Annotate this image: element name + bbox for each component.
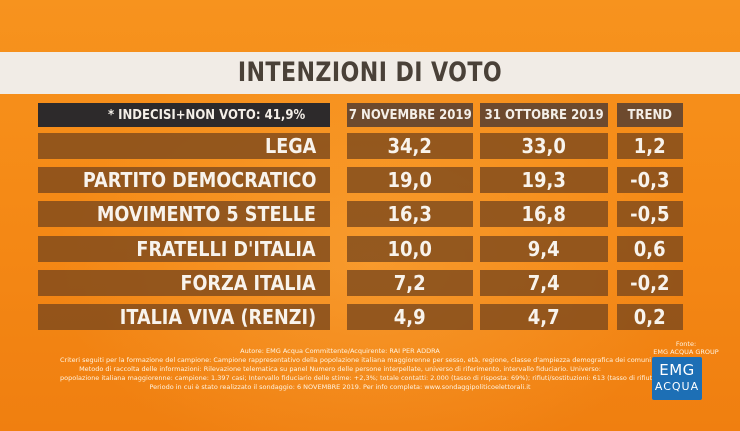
- value-trend-text: 1,2: [634, 134, 666, 158]
- footer-line: Criteri seguiti per la formazione del ca…: [60, 356, 652, 364]
- value-trend: 0,2: [617, 304, 683, 330]
- value-trend-text: -0,2: [630, 271, 670, 295]
- value-trend-text: 0,2: [634, 305, 666, 329]
- value-oct-31: 4,7: [480, 304, 608, 330]
- title-band: [0, 52, 740, 94]
- value-oct-31: 16,8: [480, 201, 608, 227]
- value-trend: -0,3: [617, 167, 683, 193]
- value-oct-31: 7,4: [480, 270, 608, 296]
- party-name-text: MOVIMENTO 5 STELLE: [96, 202, 316, 226]
- value-trend-text: 0,6: [634, 237, 666, 261]
- value-oct-31-text: 9,4: [528, 237, 560, 261]
- value-nov-7-text: 10,0: [387, 237, 433, 261]
- page-title: INTENZIONI DI VOTO: [237, 57, 503, 88]
- value-oct-31: 19,3: [480, 167, 608, 193]
- value-nov-7-text: 4,9: [394, 305, 426, 329]
- value-oct-31-text: 19,3: [521, 168, 567, 192]
- value-nov-7-text: 34,2: [387, 134, 433, 158]
- emg-acqua-logo: EMG ACQUA: [652, 357, 702, 400]
- column-header-2: 31 OTTOBRE 2019: [480, 103, 608, 127]
- party-name-text: ITALIA VIVA (RENZI): [119, 305, 316, 329]
- value-trend: -0,5: [617, 201, 683, 227]
- value-oct-31: 9,4: [480, 236, 608, 262]
- value-oct-31-text: 4,7: [528, 305, 560, 329]
- value-nov-7-text: 7,2: [394, 271, 426, 295]
- footer-line: Autore: EMG Acqua Committente/Acquirente…: [240, 347, 440, 355]
- column-header-1: 7 NOVEMBRE 2019: [347, 103, 473, 127]
- value-trend: -0,2: [617, 270, 683, 296]
- source-label: Fonte:: [675, 340, 697, 348]
- party-name: PARTITO DEMOCRATICO: [38, 167, 330, 193]
- value-oct-31-text: 7,4: [528, 271, 560, 295]
- footer-line: popolazione italiana maggiorenne: campio…: [60, 374, 678, 382]
- source-name: EMG ACQUA GROUP: [653, 348, 719, 356]
- value-trend: 0,6: [617, 236, 683, 262]
- logo-line-2: ACQUA: [654, 380, 700, 393]
- party-name-text: FRATELLI D'ITALIA: [136, 237, 316, 261]
- value-nov-7-text: 16,3: [387, 202, 433, 226]
- logo-line-1: EMG: [659, 361, 695, 379]
- undecided-note: * INDECISI+NON VOTO: 41,9%: [38, 103, 330, 127]
- value-nov-7: 10,0: [347, 236, 473, 262]
- party-name: MOVIMENTO 5 STELLE: [38, 201, 330, 227]
- party-name: LEGA: [38, 133, 330, 159]
- value-trend-text: -0,3: [630, 168, 670, 192]
- value-trend-text: -0,5: [630, 202, 670, 226]
- value-trend: 1,2: [617, 133, 683, 159]
- footer-line: Metodo di raccolta delle informazioni: R…: [79, 365, 601, 373]
- party-name: FORZA ITALIA: [38, 270, 330, 296]
- party-name: ITALIA VIVA (RENZI): [38, 304, 330, 330]
- source-credit: Fonte: EMG ACQUA GROUP: [651, 340, 721, 356]
- value-nov-7-text: 19,0: [387, 168, 433, 192]
- column-header-trend: TREND: [617, 103, 683, 127]
- value-nov-7: 19,0: [347, 167, 473, 193]
- party-name-text: FORZA ITALIA: [180, 271, 316, 295]
- party-name: FRATELLI D'ITALIA: [38, 236, 330, 262]
- party-name-text: LEGA: [264, 134, 316, 158]
- value-nov-7: 16,3: [347, 201, 473, 227]
- value-oct-31-text: 16,8: [521, 202, 567, 226]
- value-nov-7: 34,2: [347, 133, 473, 159]
- value-oct-31: 33,0: [480, 133, 608, 159]
- party-name-text: PARTITO DEMOCRATICO: [82, 168, 316, 192]
- value-nov-7: 4,9: [347, 304, 473, 330]
- footer-line: Periodo in cui è stato realizzato il son…: [149, 383, 531, 391]
- value-nov-7: 7,2: [347, 270, 473, 296]
- value-oct-31-text: 33,0: [521, 134, 567, 158]
